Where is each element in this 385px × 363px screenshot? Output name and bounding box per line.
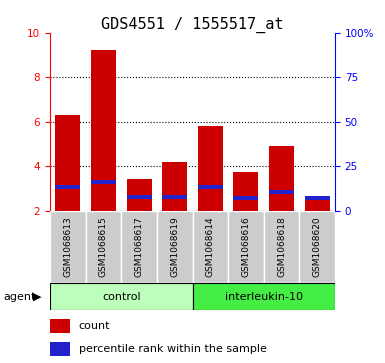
Bar [55,115,80,211]
Text: GSM1068615: GSM1068615 [99,216,108,277]
Text: GSM1068619: GSM1068619 [170,216,179,277]
Bar [233,196,258,200]
Bar [305,196,330,211]
Text: ▶: ▶ [33,292,41,302]
Bar [198,126,223,211]
Text: GSM1068620: GSM1068620 [313,216,321,277]
Bar [121,211,157,283]
Bar [233,172,258,211]
Bar [50,342,70,356]
Bar [50,211,85,283]
Text: interleukin-10: interleukin-10 [225,292,303,302]
Text: GDS4551 / 1555517_at: GDS4551 / 1555517_at [101,16,284,33]
Text: count: count [79,321,110,331]
Text: control: control [102,292,141,302]
Bar [50,283,192,310]
Text: agent: agent [4,292,36,302]
Text: percentile rank within the sample: percentile rank within the sample [79,344,266,354]
Bar [228,211,264,283]
Text: GSM1068616: GSM1068616 [241,216,250,277]
Bar [127,179,152,211]
Bar [157,211,192,283]
Bar [269,189,294,193]
Bar [55,185,80,189]
Bar [264,211,300,283]
Bar [127,195,152,199]
Bar [91,50,116,211]
Bar [85,211,121,283]
Text: GSM1068614: GSM1068614 [206,216,215,277]
Bar [162,162,187,211]
Bar [305,196,330,200]
Bar [300,211,335,283]
Bar [50,319,70,333]
Bar [91,180,116,184]
Bar [198,185,223,189]
Bar [269,146,294,211]
Text: GSM1068618: GSM1068618 [277,216,286,277]
Bar [192,283,335,310]
Text: GSM1068613: GSM1068613 [64,216,72,277]
Text: GSM1068617: GSM1068617 [135,216,144,277]
Bar [192,211,228,283]
Bar [162,195,187,199]
